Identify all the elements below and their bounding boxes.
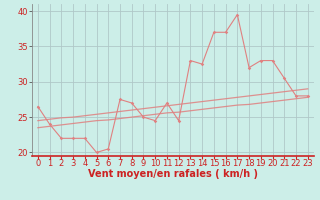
- X-axis label: Vent moyen/en rafales ( km/h ): Vent moyen/en rafales ( km/h ): [88, 169, 258, 179]
